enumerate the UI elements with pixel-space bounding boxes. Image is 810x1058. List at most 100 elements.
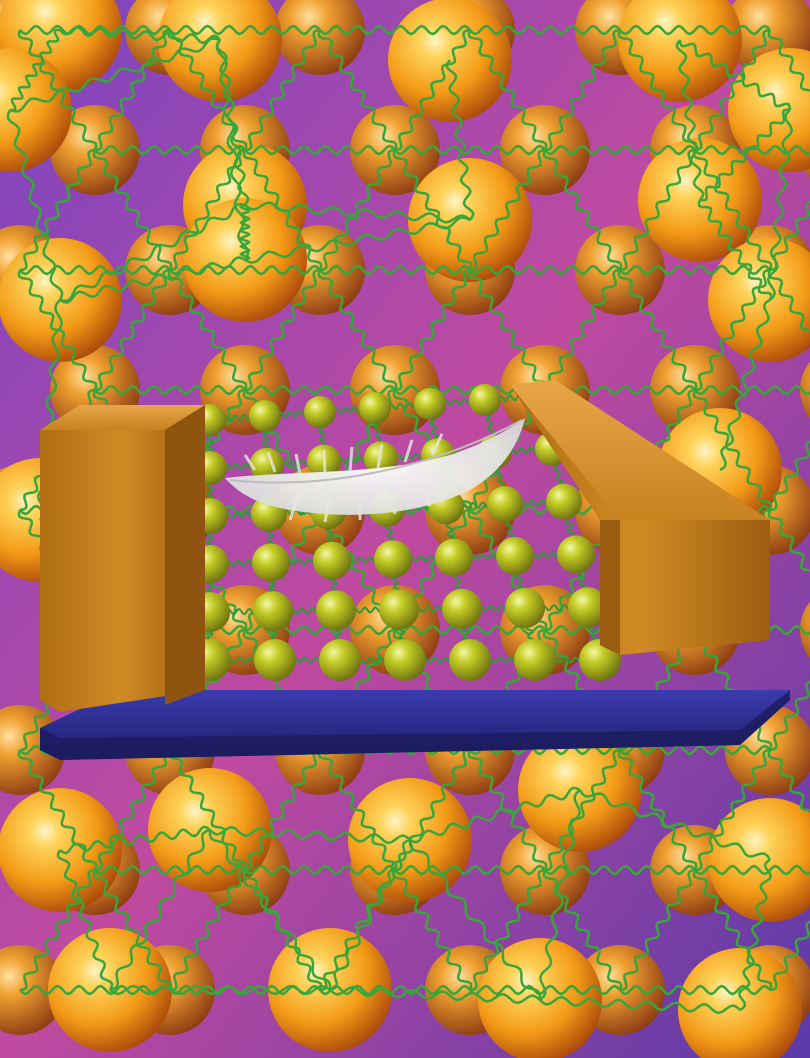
spring xyxy=(469,24,621,36)
spring xyxy=(769,200,810,272)
spring xyxy=(244,624,396,636)
background-sphere xyxy=(708,798,810,922)
spring xyxy=(766,109,794,301)
spring xyxy=(394,864,546,876)
spring xyxy=(19,148,96,272)
nanoparticle xyxy=(557,535,595,574)
nanoparticle xyxy=(546,483,582,520)
substrate-edge xyxy=(40,690,790,760)
nanoparticle xyxy=(249,400,281,432)
spring xyxy=(319,24,471,36)
spring xyxy=(539,995,741,1015)
spring xyxy=(242,869,323,991)
spring xyxy=(694,748,771,872)
spring xyxy=(167,29,248,151)
spring xyxy=(208,829,332,991)
spring xyxy=(94,384,246,396)
nanoparticle xyxy=(442,588,482,629)
spring xyxy=(544,268,621,392)
spring xyxy=(59,202,246,303)
spring xyxy=(319,148,396,272)
spring xyxy=(19,264,171,276)
spring xyxy=(244,268,321,392)
spring xyxy=(769,440,810,512)
spring xyxy=(94,144,246,156)
spring xyxy=(539,789,581,1001)
spring xyxy=(94,268,171,392)
spring xyxy=(769,680,810,752)
nanoparticle xyxy=(435,538,473,577)
spring xyxy=(394,144,546,156)
spring xyxy=(19,984,171,996)
spring xyxy=(469,868,546,992)
spring xyxy=(244,216,471,264)
spring xyxy=(9,28,61,112)
background-sphere xyxy=(678,948,802,1058)
feather xyxy=(225,418,525,523)
spring xyxy=(544,864,696,876)
spring xyxy=(167,269,248,391)
device xyxy=(40,380,790,760)
spring xyxy=(737,858,773,1012)
spring xyxy=(578,789,772,861)
spring xyxy=(544,748,621,872)
spring xyxy=(394,268,471,392)
spring xyxy=(617,269,698,391)
spring xyxy=(9,37,221,113)
spring xyxy=(319,264,471,276)
nanoparticle xyxy=(316,590,356,631)
spring xyxy=(445,59,475,221)
spring xyxy=(694,864,810,876)
spring xyxy=(619,264,771,276)
spring xyxy=(767,29,810,92)
nanoparticle xyxy=(313,541,351,580)
spring xyxy=(244,384,396,396)
spring xyxy=(169,24,321,36)
spring xyxy=(244,864,396,876)
nanoparticle xyxy=(359,392,391,424)
spring xyxy=(317,269,398,391)
spring xyxy=(619,868,696,992)
nanoparticle xyxy=(568,587,608,628)
spring xyxy=(617,29,698,151)
spring xyxy=(697,199,773,301)
spring xyxy=(544,28,621,152)
spring xyxy=(17,749,98,871)
nanoparticle xyxy=(449,639,491,681)
spring xyxy=(317,29,398,151)
spring xyxy=(59,825,211,855)
nanoparticle xyxy=(374,540,412,579)
nanoparticle xyxy=(319,639,361,681)
spring xyxy=(319,984,471,996)
spring xyxy=(767,269,810,332)
spring xyxy=(392,869,473,991)
spring xyxy=(109,828,211,992)
spring xyxy=(109,984,331,996)
spring xyxy=(392,149,473,271)
spring xyxy=(244,748,321,872)
spring xyxy=(238,203,252,262)
background-sphere xyxy=(0,945,65,1035)
spring xyxy=(467,749,548,871)
spring xyxy=(542,149,623,271)
spring xyxy=(409,786,581,844)
spring xyxy=(544,144,696,156)
spring xyxy=(317,749,398,871)
background-sphere xyxy=(728,48,810,172)
spring xyxy=(167,749,248,871)
spring xyxy=(59,256,246,304)
spring xyxy=(694,384,810,396)
nanoparticle xyxy=(252,543,290,582)
spring xyxy=(719,298,771,472)
spring xyxy=(94,748,171,872)
nanoparticle xyxy=(514,639,556,681)
nanoparticle xyxy=(414,388,446,420)
spring xyxy=(619,24,771,36)
spring xyxy=(542,869,623,991)
spring xyxy=(394,28,471,152)
spring xyxy=(209,825,411,845)
spring xyxy=(769,920,810,992)
spring xyxy=(675,39,705,201)
